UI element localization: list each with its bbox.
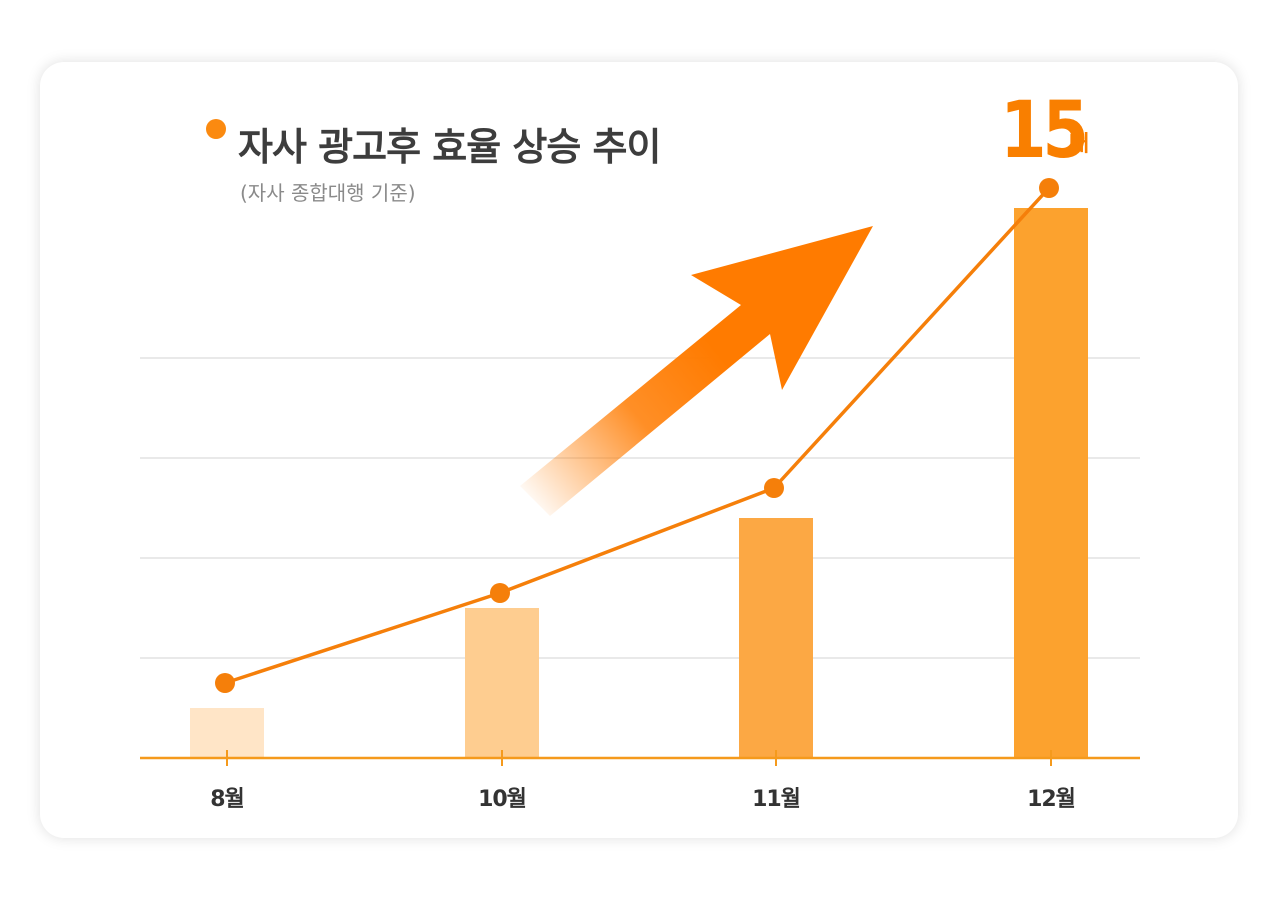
x-tick-label: 8월 xyxy=(210,787,244,812)
chart-subtitle: (자사 종합대행 기준) xyxy=(240,181,416,205)
trend-polyline xyxy=(224,186,1051,685)
bars xyxy=(190,208,1088,758)
trend-line xyxy=(215,178,1059,693)
x-ticks xyxy=(226,750,1052,766)
trend-point-1 xyxy=(215,673,235,693)
trend-point-3 xyxy=(764,478,784,498)
bar-1 xyxy=(190,708,264,758)
peak-value: 15 xyxy=(1000,86,1089,176)
orange-dot-icon xyxy=(206,119,226,139)
x-tick-label: 10월 xyxy=(478,787,526,812)
bar-2 xyxy=(465,608,539,758)
x-tick-label: 11월 xyxy=(752,787,800,812)
chart-title: 자사 광고후 효율 상승 추이 xyxy=(238,125,661,169)
trend-point-2 xyxy=(490,583,510,603)
x-tick-labels: 8월 10월 11월 12월 xyxy=(210,787,1076,812)
bar-4 xyxy=(1014,208,1088,758)
up-right-arrow-icon xyxy=(520,226,873,516)
peak-unit: 배 xyxy=(1069,132,1090,157)
trend-point-4 xyxy=(1039,178,1059,198)
x-tick-label: 12월 xyxy=(1027,787,1075,812)
peak-annotation: 15 배 xyxy=(1000,92,1099,170)
bar-3 xyxy=(739,518,813,758)
